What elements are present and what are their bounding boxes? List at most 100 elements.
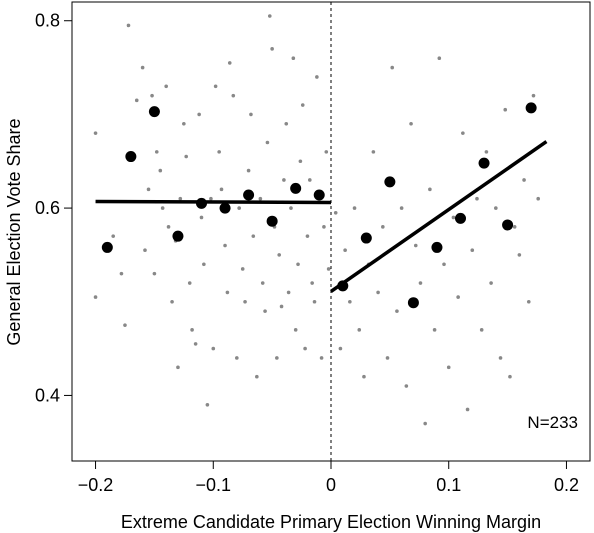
raw-point-10 xyxy=(150,93,154,98)
bin-mean-point-9 xyxy=(313,189,325,201)
x-tick-label-0: −0.2 xyxy=(78,475,114,495)
raw-point-93 xyxy=(409,121,413,126)
raw-point-58 xyxy=(284,121,289,126)
raw-point-56 xyxy=(279,304,284,309)
raw-point-19 xyxy=(176,365,180,370)
raw-point-89 xyxy=(390,65,395,70)
raw-point-30 xyxy=(209,196,213,201)
raw-point-3 xyxy=(119,271,124,276)
raw-point-15 xyxy=(164,84,168,89)
y-axis: 0.4 0.6 0.8 xyxy=(35,11,72,405)
raw-point-63 xyxy=(296,262,300,267)
raw-point-48 xyxy=(260,281,265,285)
raw-point-76 xyxy=(326,267,331,271)
raw-point-55 xyxy=(277,253,282,257)
raw-point-0 xyxy=(93,131,98,135)
x-tick-label-2: 0 xyxy=(326,475,336,495)
raw-point-104 xyxy=(461,131,465,135)
raw-point-100 xyxy=(442,262,446,267)
raw-point-116 xyxy=(517,253,522,257)
raw-point-45 xyxy=(251,234,256,238)
raw-point-46 xyxy=(255,374,259,379)
raw-point-69 xyxy=(310,281,314,285)
y-axis-title: General Election Vote Share xyxy=(4,118,24,345)
raw-point-26 xyxy=(197,112,201,117)
x-tick-label-1: −0.1 xyxy=(195,475,231,495)
raw-point-47 xyxy=(258,196,263,201)
y-tick-label-1: 0.6 xyxy=(35,198,60,218)
bin-mean-point-5 xyxy=(219,202,231,214)
raw-point-54 xyxy=(275,356,279,360)
raw-point-61 xyxy=(291,56,296,61)
raw-point-20 xyxy=(178,196,183,201)
raw-point-73 xyxy=(319,356,324,360)
bin-mean-point-6 xyxy=(243,189,255,201)
raw-point-77 xyxy=(333,210,338,215)
raw-point-87 xyxy=(381,225,385,229)
raw-point-40 xyxy=(237,206,241,210)
raw-point-110 xyxy=(489,281,493,285)
raw-point-79 xyxy=(343,248,347,253)
bin-mean-point-17 xyxy=(502,219,514,231)
raw-point-33 xyxy=(217,150,221,154)
raw-point-6 xyxy=(134,98,139,103)
raw-point-44 xyxy=(249,112,253,117)
raw-point-99 xyxy=(437,56,442,61)
raw-point-14 xyxy=(160,206,165,210)
raw-point-12 xyxy=(154,150,159,154)
sample-size-annotation: N=233 xyxy=(527,413,578,432)
raw-point-52 xyxy=(270,47,274,51)
raw-point-91 xyxy=(399,206,404,210)
raw-point-85 xyxy=(371,150,376,154)
raw-point-71 xyxy=(315,75,319,79)
raw-point-2 xyxy=(111,234,116,238)
fit-right-line xyxy=(330,140,548,293)
raw-point-50 xyxy=(265,140,270,145)
bin-mean-point-10 xyxy=(337,280,349,292)
raw-point-118 xyxy=(526,299,531,304)
x-axis: −0.2 −0.1 0 0.1 0.2 xyxy=(78,461,579,495)
raw-point-75 xyxy=(324,150,329,154)
raw-point-120 xyxy=(536,196,540,201)
bin-mean-point-4 xyxy=(196,197,207,209)
raw-point-38 xyxy=(231,93,236,98)
raw-point-95 xyxy=(418,281,423,285)
raw-point-49 xyxy=(263,309,267,313)
raw-point-41 xyxy=(240,267,245,271)
bin-mean-point-7 xyxy=(266,215,278,227)
raw-point-36 xyxy=(225,290,230,295)
bin-mean-point-8 xyxy=(290,182,302,194)
raw-point-37 xyxy=(227,61,232,65)
raw-point-83 xyxy=(362,374,366,379)
raw-point-31 xyxy=(211,346,216,351)
raw-point-109 xyxy=(484,150,489,154)
raw-point-102 xyxy=(451,215,456,220)
bin-mean-point-3 xyxy=(172,230,184,242)
raw-point-101 xyxy=(446,365,451,370)
raw-point-59 xyxy=(286,290,291,295)
raw-point-88 xyxy=(385,356,390,360)
fit-left-line xyxy=(95,199,332,205)
bin-mean-point-12 xyxy=(384,176,396,188)
x-tick-label-4: 0.2 xyxy=(554,475,579,495)
raw-point-81 xyxy=(352,206,357,210)
raw-point-115 xyxy=(512,225,517,229)
raw-point-96 xyxy=(423,421,427,426)
raw-point-17 xyxy=(170,299,174,304)
raw-point-16 xyxy=(166,225,171,229)
raw-point-112 xyxy=(498,356,503,360)
raw-point-1 xyxy=(93,295,98,299)
raw-point-39 xyxy=(235,356,239,360)
raw-point-106 xyxy=(470,248,475,253)
raw-point-9 xyxy=(146,187,151,192)
raw-point-29 xyxy=(205,402,210,407)
raw-point-70 xyxy=(312,299,317,304)
raw-point-7 xyxy=(140,65,145,70)
raw-point-5 xyxy=(126,23,131,28)
raw-point-98 xyxy=(432,328,437,332)
raw-point-65 xyxy=(300,103,305,107)
raw-point-108 xyxy=(479,328,484,332)
bin-mean-point-1 xyxy=(125,151,137,163)
raw-point-78 xyxy=(338,346,343,351)
